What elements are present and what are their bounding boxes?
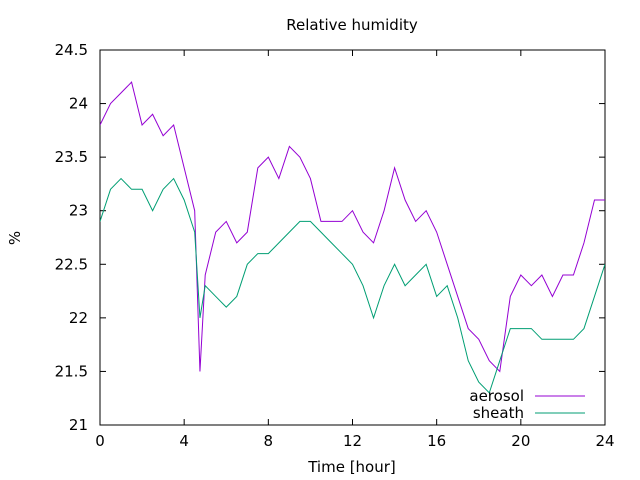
y-axis: 21 21.5 22 22.5 23 23.5 24 24.5 [55, 41, 605, 434]
x-tick-label: 0 [95, 432, 105, 450]
x-tick-label: 12 [343, 432, 362, 450]
series-line-aerosol [100, 81, 605, 373]
chart-title: Relative humidity [286, 16, 418, 34]
series-line-sheath [100, 177, 605, 394]
y-tick-label: 21.5 [55, 362, 88, 380]
legend-label-sheath: sheath [473, 404, 524, 422]
x-tick-label: 8 [264, 432, 274, 450]
x-axis-label: Time [hour] [307, 458, 396, 476]
y-tick-label: 21 [69, 416, 88, 434]
y-tick-label: 22 [69, 309, 88, 327]
x-tick-label: 4 [179, 432, 189, 450]
legend-label-aerosol: aerosol [469, 387, 524, 405]
y-tick-label: 22.5 [55, 255, 88, 273]
x-axis: 0 4 8 12 16 20 24 [95, 50, 615, 450]
x-tick-label: 24 [595, 432, 614, 450]
y-tick-label: 23.5 [55, 148, 88, 166]
y-axis-label: % [6, 231, 24, 245]
series-layer [100, 81, 605, 394]
plot-frame [99, 49, 606, 426]
y-tick-label: 23 [69, 202, 88, 220]
y-tick-label: 24.5 [55, 41, 88, 59]
x-tick-label: 16 [427, 432, 446, 450]
y-tick-label: 24 [69, 95, 88, 113]
x-tick-label: 20 [511, 432, 530, 450]
